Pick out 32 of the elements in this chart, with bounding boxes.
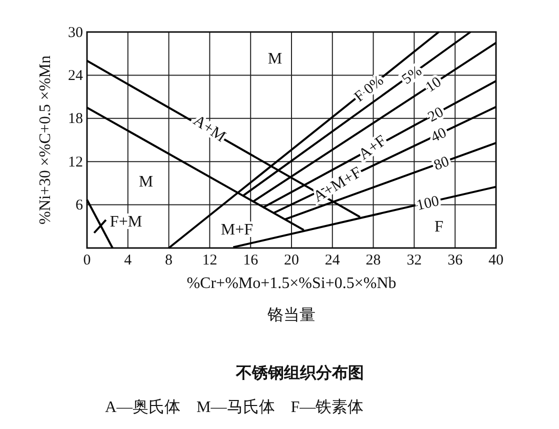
x-axis-title: %Cr+%Mo+1.5×%Si+0.5×%Nb 铬当量 xyxy=(186,275,396,324)
y-tick-label: 18 xyxy=(68,111,83,128)
x-tick-label: 40 xyxy=(488,252,504,269)
text: 10 xyxy=(423,74,444,96)
text: A—奥氏体 M—马氏体 F—铁素体 xyxy=(105,398,364,416)
y-tick-label: 6 xyxy=(76,198,84,214)
x-tick-label: 28 xyxy=(366,252,381,269)
x-tick-label: 12 xyxy=(202,252,218,269)
y-tick-label: 12 xyxy=(68,154,83,170)
x-tick-label: 0 xyxy=(83,252,91,269)
x-tick-label: 32 xyxy=(406,252,422,269)
annotation: M xyxy=(138,174,154,191)
text: 不锈钢组织分布图 xyxy=(235,363,364,382)
text: F 0% xyxy=(352,72,387,106)
annotation: A+F xyxy=(356,132,390,164)
annotation: F xyxy=(434,218,444,236)
x-tick-label: 8 xyxy=(165,252,173,269)
text: 100 xyxy=(415,193,441,214)
text: 80 xyxy=(432,154,452,174)
x-tick-label: 4 xyxy=(124,252,132,269)
text: 40 xyxy=(428,125,450,146)
y-axis-title: %Ni+30 ×%C+0.5 ×%Mn xyxy=(37,56,54,224)
text: 20 xyxy=(426,104,446,126)
annotation: M xyxy=(268,50,282,68)
y-tick-label: 30 xyxy=(68,24,83,41)
y-tick-label: 24 xyxy=(68,68,84,84)
text: 5% xyxy=(399,63,425,88)
x-tick-label: 36 xyxy=(448,252,464,269)
x-tick-label: 16 xyxy=(243,252,259,269)
annotation: A+M xyxy=(190,112,229,146)
x-tick-label: 20 xyxy=(284,252,299,269)
x-tick-label: 24 xyxy=(324,252,340,269)
